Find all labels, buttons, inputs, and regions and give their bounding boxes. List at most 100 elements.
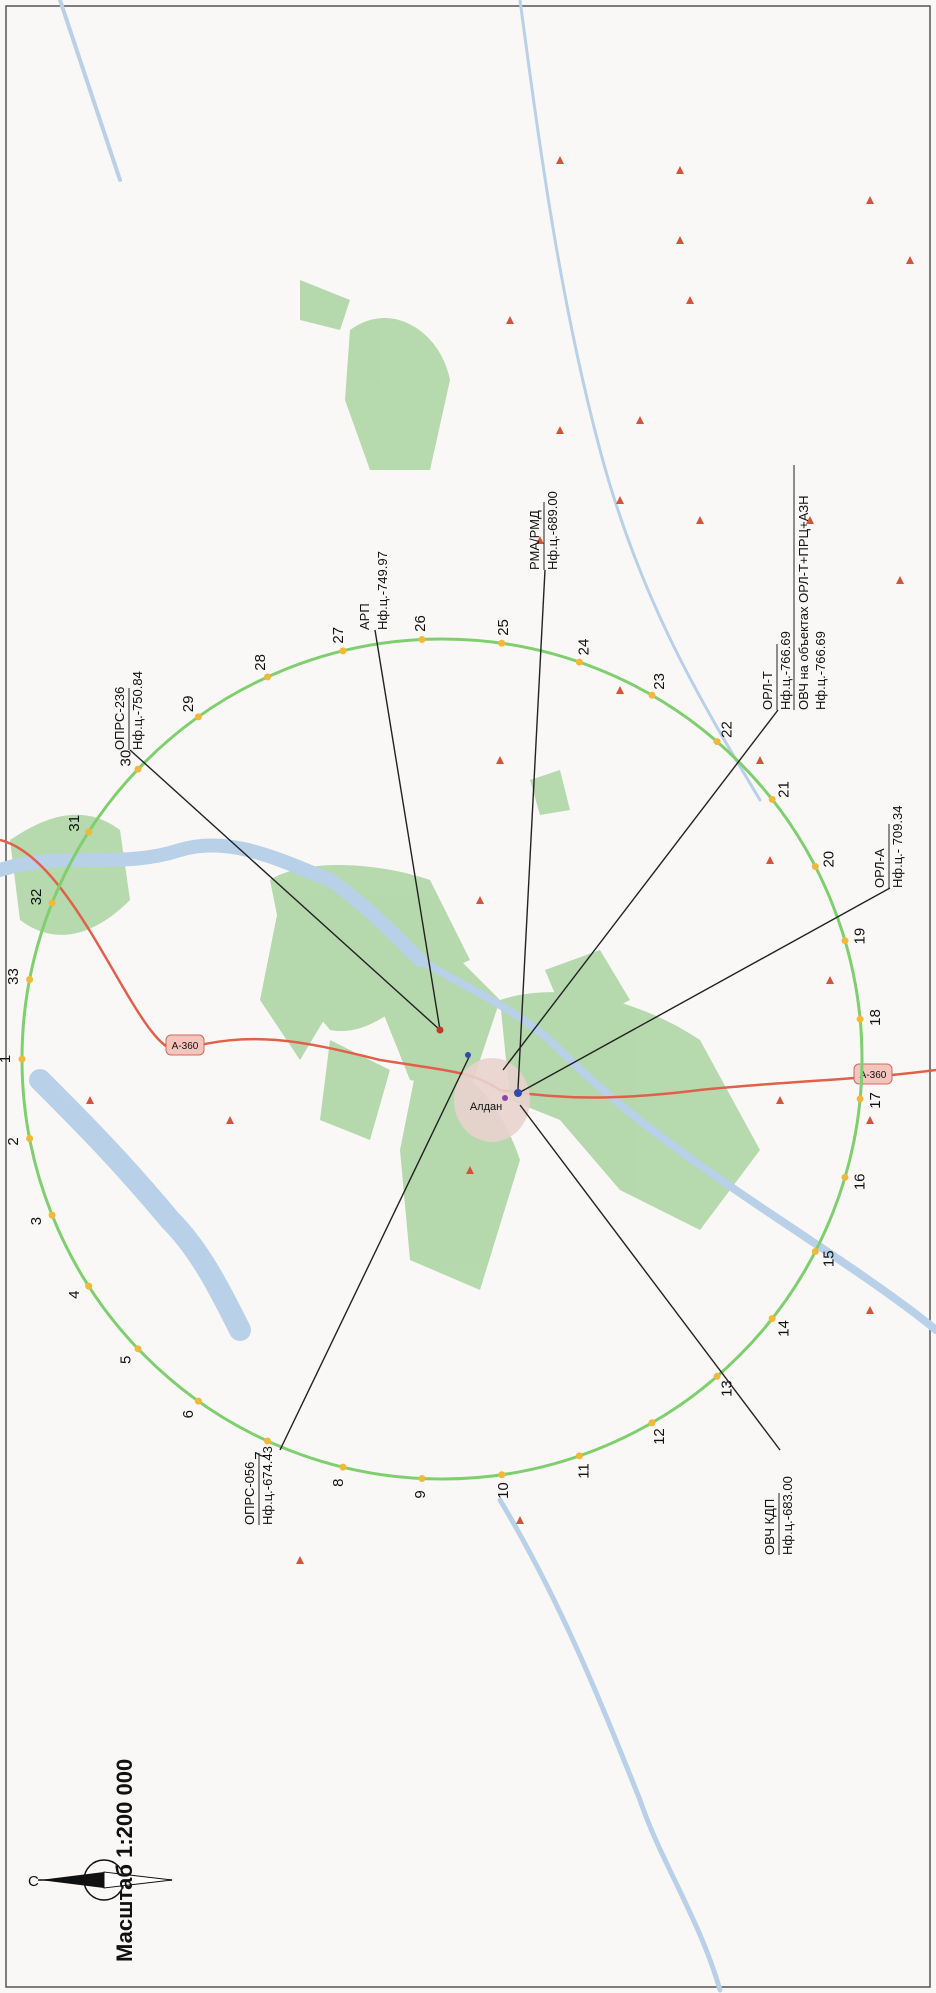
circle-number: 30 [117,750,134,767]
circle-number: 11 [576,1463,593,1479]
circle-number: 21 [776,781,793,798]
peak-marker [226,1116,234,1124]
peak-marker [556,426,564,434]
circle-marker [418,635,426,643]
circle-marker [418,1475,426,1483]
circle-marker [713,1372,721,1380]
svg-text:А-360: А-360 [172,1041,199,1052]
road-shield-north: А-360 [165,1034,205,1056]
circle-number: 3 [28,1217,45,1225]
circle-marker [575,1452,583,1460]
leader-points [436,1026,522,1101]
circle-marker [194,1397,202,1405]
circle-number: 7 [252,1451,269,1459]
circle-marker [134,765,142,773]
peak-marker [516,1516,524,1524]
peak-marker [676,236,684,244]
svg-text:ОПРС-056: ОПРС-056 [242,1462,257,1525]
svg-text:Нф.ц.-749.97: Нф.ц.-749.97 [375,551,390,630]
circle-marker [841,1173,849,1181]
circle-marker [498,639,506,647]
circle-marker [768,795,776,803]
circle-number: 15 [821,1250,838,1267]
peak-marker [476,896,484,904]
circle-marker [85,1282,93,1290]
circle-marker [339,1463,347,1471]
circle-marker [264,1437,272,1445]
peak-marker [826,976,834,984]
circle-marker [26,976,34,984]
peak-marker [686,296,694,304]
circle-marker [498,1471,506,1479]
svg-text:ОВЧ на объектах ОРЛ-Т+ПРЦ+АЗН: ОВЧ на объектах ОРЛ-Т+ПРЦ+АЗН [796,495,811,710]
circle-marker [26,1134,34,1142]
circle-number: 24 [576,639,593,656]
peak-marker [756,756,764,764]
peak-marker [696,516,704,524]
road-shield-south: А-360 [853,1063,893,1085]
circle-number: 23 [651,673,668,690]
peak-marker [866,196,874,204]
svg-text:Нф.ц.- 709.34: Нф.ц.- 709.34 [890,806,905,888]
circle-number: 19 [851,928,868,945]
circle-marker [841,937,849,945]
circle-marker [48,899,56,907]
north-letter: С [28,1873,39,1890]
circle-number: 22 [718,721,735,738]
circle-marker [856,1095,864,1103]
map-frame [5,5,931,1988]
peak-marker [806,516,814,524]
circle-number: 25 [495,619,512,636]
circle-marker [575,658,583,666]
circle-marker [48,1211,56,1219]
peak-marker [676,166,684,174]
circle-number: 28 [252,654,269,671]
map-scale: Масштаб 1:200 000 [112,1759,137,1962]
peak-marker [906,256,914,264]
label-orl-t: ОРЛ-Т Нф.ц.-766.69 ОВЧ на объектах ОРЛ-Т… [760,465,828,710]
peak-marker [556,156,564,164]
label-arp: АРП Нф.ц.-749.97 [357,551,390,630]
circle-marker [339,647,347,655]
circle-number: 9 [412,1490,429,1498]
circle-number: 16 [851,1173,868,1190]
north-arrow: С [28,1859,173,1901]
circle-marker [811,863,819,871]
label-orl-a: ОРЛ-А Нф.ц.- 709.34 [872,806,905,888]
svg-text:Нф.ц.-766.69: Нф.ц.-766.69 [813,631,828,710]
svg-text:РМА/РМД: РМА/РМД [527,510,542,570]
peak-marker [616,686,624,694]
circle-number: 18 [867,1009,884,1026]
circle-number: 4 [66,1291,83,1299]
circle-marker [194,713,202,721]
circle-marker [134,1345,142,1353]
svg-text:Нф.ц.-766.69: Нф.ц.-766.69 [778,631,793,710]
highway-a360 [0,838,936,1099]
peak-marker [506,316,514,324]
circle-number: 31 [66,815,83,832]
peak-marker [866,1116,874,1124]
peak-marker [866,1306,874,1314]
peak-marker [636,416,644,424]
circle-marker [811,1247,819,1255]
svg-text:ОРЛ-Т: ОРЛ-Т [760,671,775,710]
peak-marker [86,1096,94,1104]
svg-text:Нф.ц.-683.00: Нф.ц.-683.00 [780,1476,795,1555]
circle-number: 14 [776,1320,793,1337]
svg-text:ОРЛ-А: ОРЛ-А [872,848,887,888]
svg-text:ОВЧ КДП: ОВЧ КДП [762,1499,777,1555]
peak-marker [776,1096,784,1104]
svg-text:Нф.ц.-689.00: Нф.ц.-689.00 [545,491,560,570]
circle-number: 12 [651,1428,668,1445]
circle-marker [264,673,272,681]
peak-marker [466,1166,474,1174]
peak-marker [496,756,504,764]
peak-marker [296,1556,304,1564]
peak-marker [896,576,904,584]
svg-text:А-360: А-360 [860,1070,887,1081]
circle-marker [768,1315,776,1323]
label-oprs-056: ОПРС-056 Нф.ц.-674.43 [242,1446,275,1525]
circle-number: 32 [28,889,45,906]
svg-text:Нф.ц.-674.43: Нф.ц.-674.43 [260,1446,275,1525]
